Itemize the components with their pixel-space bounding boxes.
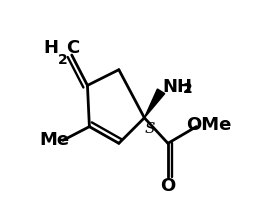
Text: NH: NH <box>162 78 192 96</box>
Text: S: S <box>145 122 155 136</box>
Text: OMe: OMe <box>186 116 232 134</box>
Text: H: H <box>43 39 58 57</box>
Text: Me: Me <box>39 131 69 149</box>
Text: 2: 2 <box>58 53 68 67</box>
Polygon shape <box>144 89 165 118</box>
Text: C: C <box>66 39 79 57</box>
Text: O: O <box>160 177 175 195</box>
Text: 2: 2 <box>183 82 192 96</box>
